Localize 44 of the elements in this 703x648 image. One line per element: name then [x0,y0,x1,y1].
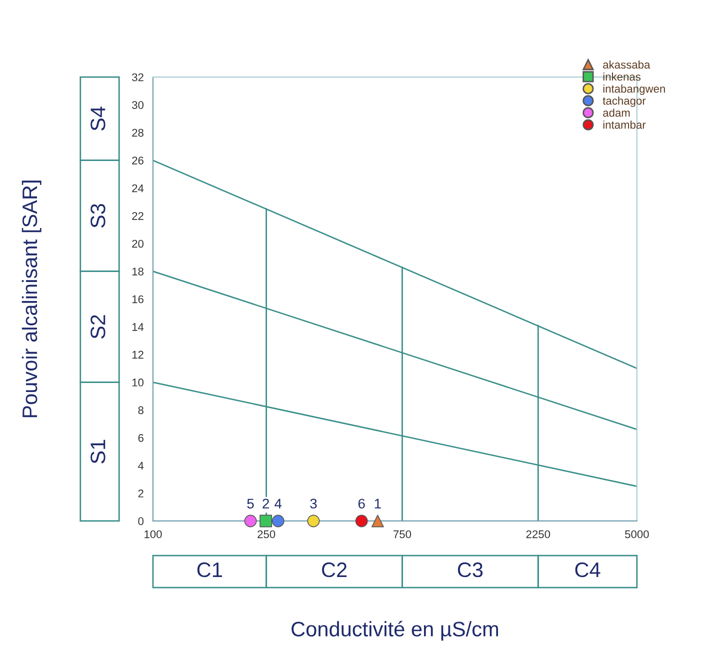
y-tick-label: 22 [132,212,144,220]
annotation: 4 [274,498,282,508]
x-tick-label: 250 [258,530,276,538]
x-tick-label: 2250 [526,530,550,538]
legend-label: akassaba [603,60,650,69]
legend-label: tachagor [602,96,646,107]
y-tick-label: 32 [132,73,144,82]
text: S4 [90,106,106,131]
text: C3 [458,562,483,578]
y-tick-label: 14 [132,323,144,331]
y-axis-title: Pouvoir alcalinisant [SAR] [22,180,42,418]
y-tick-label: 20 [132,240,144,248]
y-tick-label: 12 [132,350,144,359]
annotation: 3 [310,498,317,509]
legend-label: adam [603,108,630,117]
y-tick-label: 30 [132,101,144,109]
x-tick-label: 100 [144,530,162,538]
y-tick-label: 2 [138,490,144,498]
y-tick-label: 24 [132,184,144,192]
text: S1 [90,440,106,464]
annotation: 2 [262,498,269,508]
annotation: 1 [374,498,381,508]
legend-label: inkenas [603,72,641,81]
y-tick-label: 16 [132,295,144,304]
x-axis-title: Conductivité en µS/cm [292,620,498,641]
y-tick-label: 6 [138,434,144,442]
y-tick-label: 4 [138,462,144,470]
text: S3 [90,204,106,228]
y-tick-label: 28 [132,128,144,137]
text: C4 [575,562,600,578]
y-tick-label: 10 [132,378,144,386]
legend-label: intambar [603,120,646,129]
text: C2 [322,562,347,578]
text: C1 [197,562,222,578]
x-tick-label: 750 [394,530,412,538]
y-tick-label: 0 [138,517,144,526]
annotation: 6 [358,498,365,509]
y-tick-label: 26 [132,156,144,164]
annotation: 5 [247,498,254,509]
legend-label: intabangwen [603,84,665,95]
y-tick-label: 8 [138,406,144,414]
x-tick-label: 5000 [625,530,649,538]
text: S2 [90,315,106,339]
y-tick-label: 18 [132,268,144,276]
